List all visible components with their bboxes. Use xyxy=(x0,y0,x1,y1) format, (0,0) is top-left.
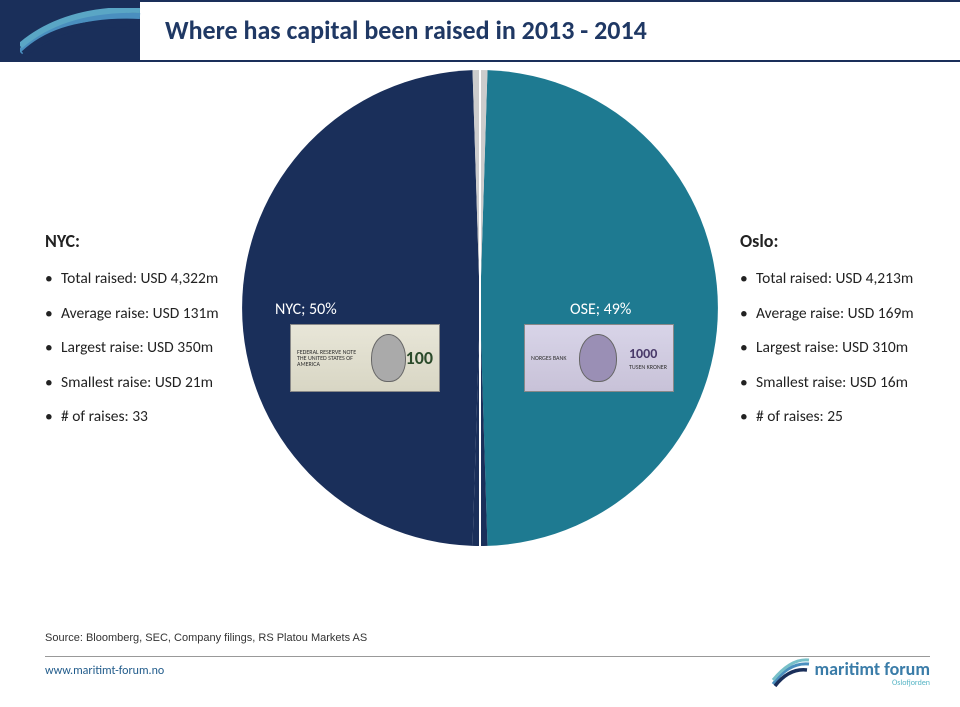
pie-label-nyc: NYC; 50% xyxy=(275,300,337,319)
nok-bill-image: NORGES BANK 1000 TUSEN KRONER xyxy=(524,324,674,392)
list-item: # of raises: 25 xyxy=(740,408,960,427)
list-item: Total raised: USD 4,213m xyxy=(740,270,960,289)
list-item: Largest raise: USD 310m xyxy=(740,339,960,358)
footer-url: www.maritimt-forum.no xyxy=(45,664,164,678)
usd-denom: 100 xyxy=(406,347,433,369)
oslo-stats: Oslo: Total raised: USD 4,213m Average r… xyxy=(740,230,960,443)
list-item: # of raises: 33 xyxy=(45,408,245,427)
list-item: Average raise: USD 131m xyxy=(45,305,245,324)
list-item: Smallest raise: USD 16m xyxy=(740,374,960,393)
list-item: Total raised: USD 4,322m xyxy=(45,270,245,289)
list-item: Average raise: USD 169m xyxy=(740,305,960,324)
nyc-stats: NYC: Total raised: USD 4,322m Average ra… xyxy=(45,230,245,443)
list-item: Smallest raise: USD 21m xyxy=(45,374,245,393)
source-text: Source: Bloomberg, SEC, Company filings,… xyxy=(45,632,367,644)
footer-brand: maritimt forum xyxy=(815,658,930,680)
list-item: Largest raise: USD 350m xyxy=(45,339,245,358)
pie-label-ose: OSE; 49% xyxy=(570,300,631,319)
oslo-heading: Oslo: xyxy=(740,230,960,252)
usd-bill-image: FEDERAL RESERVE NOTETHE UNITED STATES OF… xyxy=(290,324,440,392)
footer-divider xyxy=(45,656,930,657)
nok-sub: TUSEN KRONER xyxy=(629,363,667,371)
footer-logo-icon xyxy=(771,658,811,688)
nok-denom: 1000 xyxy=(629,345,657,362)
footer-logo: maritimt forum Oslofjorden xyxy=(771,658,930,688)
slide-title: Where has capital been raised in 2013 - … xyxy=(165,14,647,46)
nyc-heading: NYC: xyxy=(45,230,245,252)
logo-swoosh-icon xyxy=(20,8,146,56)
